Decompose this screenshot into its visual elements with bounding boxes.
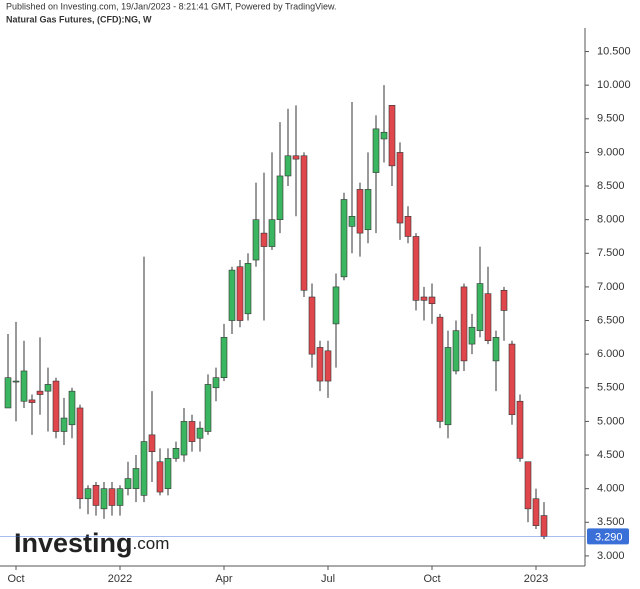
candle-body bbox=[540, 515, 548, 537]
candle-body bbox=[492, 337, 500, 362]
candle-body bbox=[524, 461, 532, 510]
y-tick-label: 7.500 bbox=[597, 247, 625, 259]
x-tick-label: Oct bbox=[423, 573, 440, 585]
candle-body bbox=[220, 337, 228, 379]
logo-name: Investing bbox=[14, 528, 133, 558]
y-tick-label: 10.000 bbox=[597, 79, 631, 91]
y-tick-label: 3.500 bbox=[597, 516, 625, 528]
publisher-note: Published on Investing.com, 19/Jan/2023 … bbox=[6, 1, 337, 11]
candle-body bbox=[324, 350, 332, 382]
candle-body bbox=[308, 296, 316, 355]
logo-suffix: .com bbox=[133, 534, 170, 553]
candle-body bbox=[388, 105, 396, 167]
y-tick-label: 4.000 bbox=[597, 483, 625, 495]
candle-body bbox=[52, 380, 60, 432]
y-tick-label: 6.000 bbox=[597, 348, 625, 360]
candle-body bbox=[116, 488, 124, 506]
candle-body bbox=[76, 407, 84, 500]
candle-body bbox=[252, 219, 260, 261]
candle-body bbox=[396, 152, 404, 224]
candle-body bbox=[108, 488, 116, 506]
candle-body bbox=[300, 155, 308, 291]
candle-body bbox=[68, 390, 76, 426]
candle-body bbox=[268, 219, 276, 247]
candle-body bbox=[28, 399, 36, 403]
candle-body bbox=[4, 377, 12, 409]
candle-body bbox=[292, 155, 300, 160]
y-tick-label: 9.500 bbox=[597, 113, 625, 125]
candle-body bbox=[20, 370, 28, 402]
candle-body bbox=[260, 232, 268, 247]
x-tick-label: Jul bbox=[321, 573, 335, 585]
candle-body bbox=[428, 296, 436, 305]
y-tick-label: 3.000 bbox=[597, 550, 625, 562]
candle-body bbox=[452, 330, 460, 372]
candle-body bbox=[284, 155, 292, 177]
candle-body bbox=[124, 478, 132, 489]
y-tick-label: 8.000 bbox=[597, 214, 625, 226]
candle-body bbox=[44, 384, 52, 392]
candle-body bbox=[420, 296, 428, 301]
candle-body bbox=[436, 316, 444, 422]
last-price-label: 3.290 bbox=[595, 531, 623, 543]
candle-body bbox=[404, 216, 412, 237]
candle-body bbox=[332, 286, 340, 325]
candle-body bbox=[532, 498, 540, 526]
x-tick-label: 2022 bbox=[108, 573, 132, 585]
y-tick-label: 5.000 bbox=[597, 415, 625, 427]
candle-body bbox=[92, 484, 100, 506]
candle-body bbox=[348, 216, 356, 227]
y-tick-label: 10.500 bbox=[597, 45, 631, 57]
logo: Investing.com bbox=[14, 528, 169, 558]
candle-body bbox=[132, 468, 140, 489]
candle-body bbox=[476, 283, 484, 331]
candle-body bbox=[228, 269, 236, 321]
x-tick-label: Oct bbox=[7, 573, 24, 585]
candle-body bbox=[364, 189, 372, 231]
candle-body bbox=[180, 421, 188, 456]
candle-body bbox=[164, 458, 172, 489]
candle-body bbox=[340, 199, 348, 278]
candle-body bbox=[356, 189, 364, 234]
candle-body bbox=[60, 417, 68, 432]
candle-body bbox=[172, 448, 180, 459]
candle-body bbox=[212, 377, 220, 389]
candle-body bbox=[236, 266, 244, 321]
candle-body bbox=[100, 488, 108, 510]
candle-body bbox=[244, 263, 252, 315]
y-tick-label: 6.500 bbox=[597, 314, 625, 326]
x-tick-label: Apr bbox=[215, 573, 232, 585]
candle-body bbox=[316, 347, 324, 382]
candle-body bbox=[500, 289, 508, 311]
candle-body bbox=[148, 434, 156, 452]
candle-body bbox=[508, 343, 516, 415]
candle-body bbox=[516, 400, 524, 459]
y-tick-label: 4.500 bbox=[597, 449, 625, 461]
candle-body bbox=[412, 236, 420, 301]
y-tick-label: 5.500 bbox=[597, 382, 625, 394]
y-tick-label: 7.000 bbox=[597, 281, 625, 293]
candle-body bbox=[36, 390, 44, 395]
last-price-box bbox=[587, 528, 629, 545]
candle-body bbox=[196, 427, 204, 439]
candle-body bbox=[484, 293, 492, 342]
y-tick-label: 8.500 bbox=[597, 180, 625, 192]
candle-body bbox=[460, 286, 468, 362]
candle-body bbox=[372, 128, 380, 173]
candle-body bbox=[468, 326, 476, 345]
candle-body bbox=[156, 461, 164, 493]
candle-body bbox=[444, 347, 452, 426]
candle-body bbox=[12, 380, 20, 383]
candle-body bbox=[204, 384, 212, 432]
candle-body bbox=[140, 441, 148, 496]
candle-body bbox=[276, 175, 284, 220]
candle-body bbox=[188, 421, 196, 442]
candle-body bbox=[84, 488, 92, 500]
x-tick-label: 2023 bbox=[524, 573, 548, 585]
chart-title: Natural Gas Futures, (CFD):NG, W bbox=[6, 14, 152, 24]
candle-body bbox=[380, 131, 388, 140]
y-tick-label: 9.000 bbox=[597, 146, 625, 158]
